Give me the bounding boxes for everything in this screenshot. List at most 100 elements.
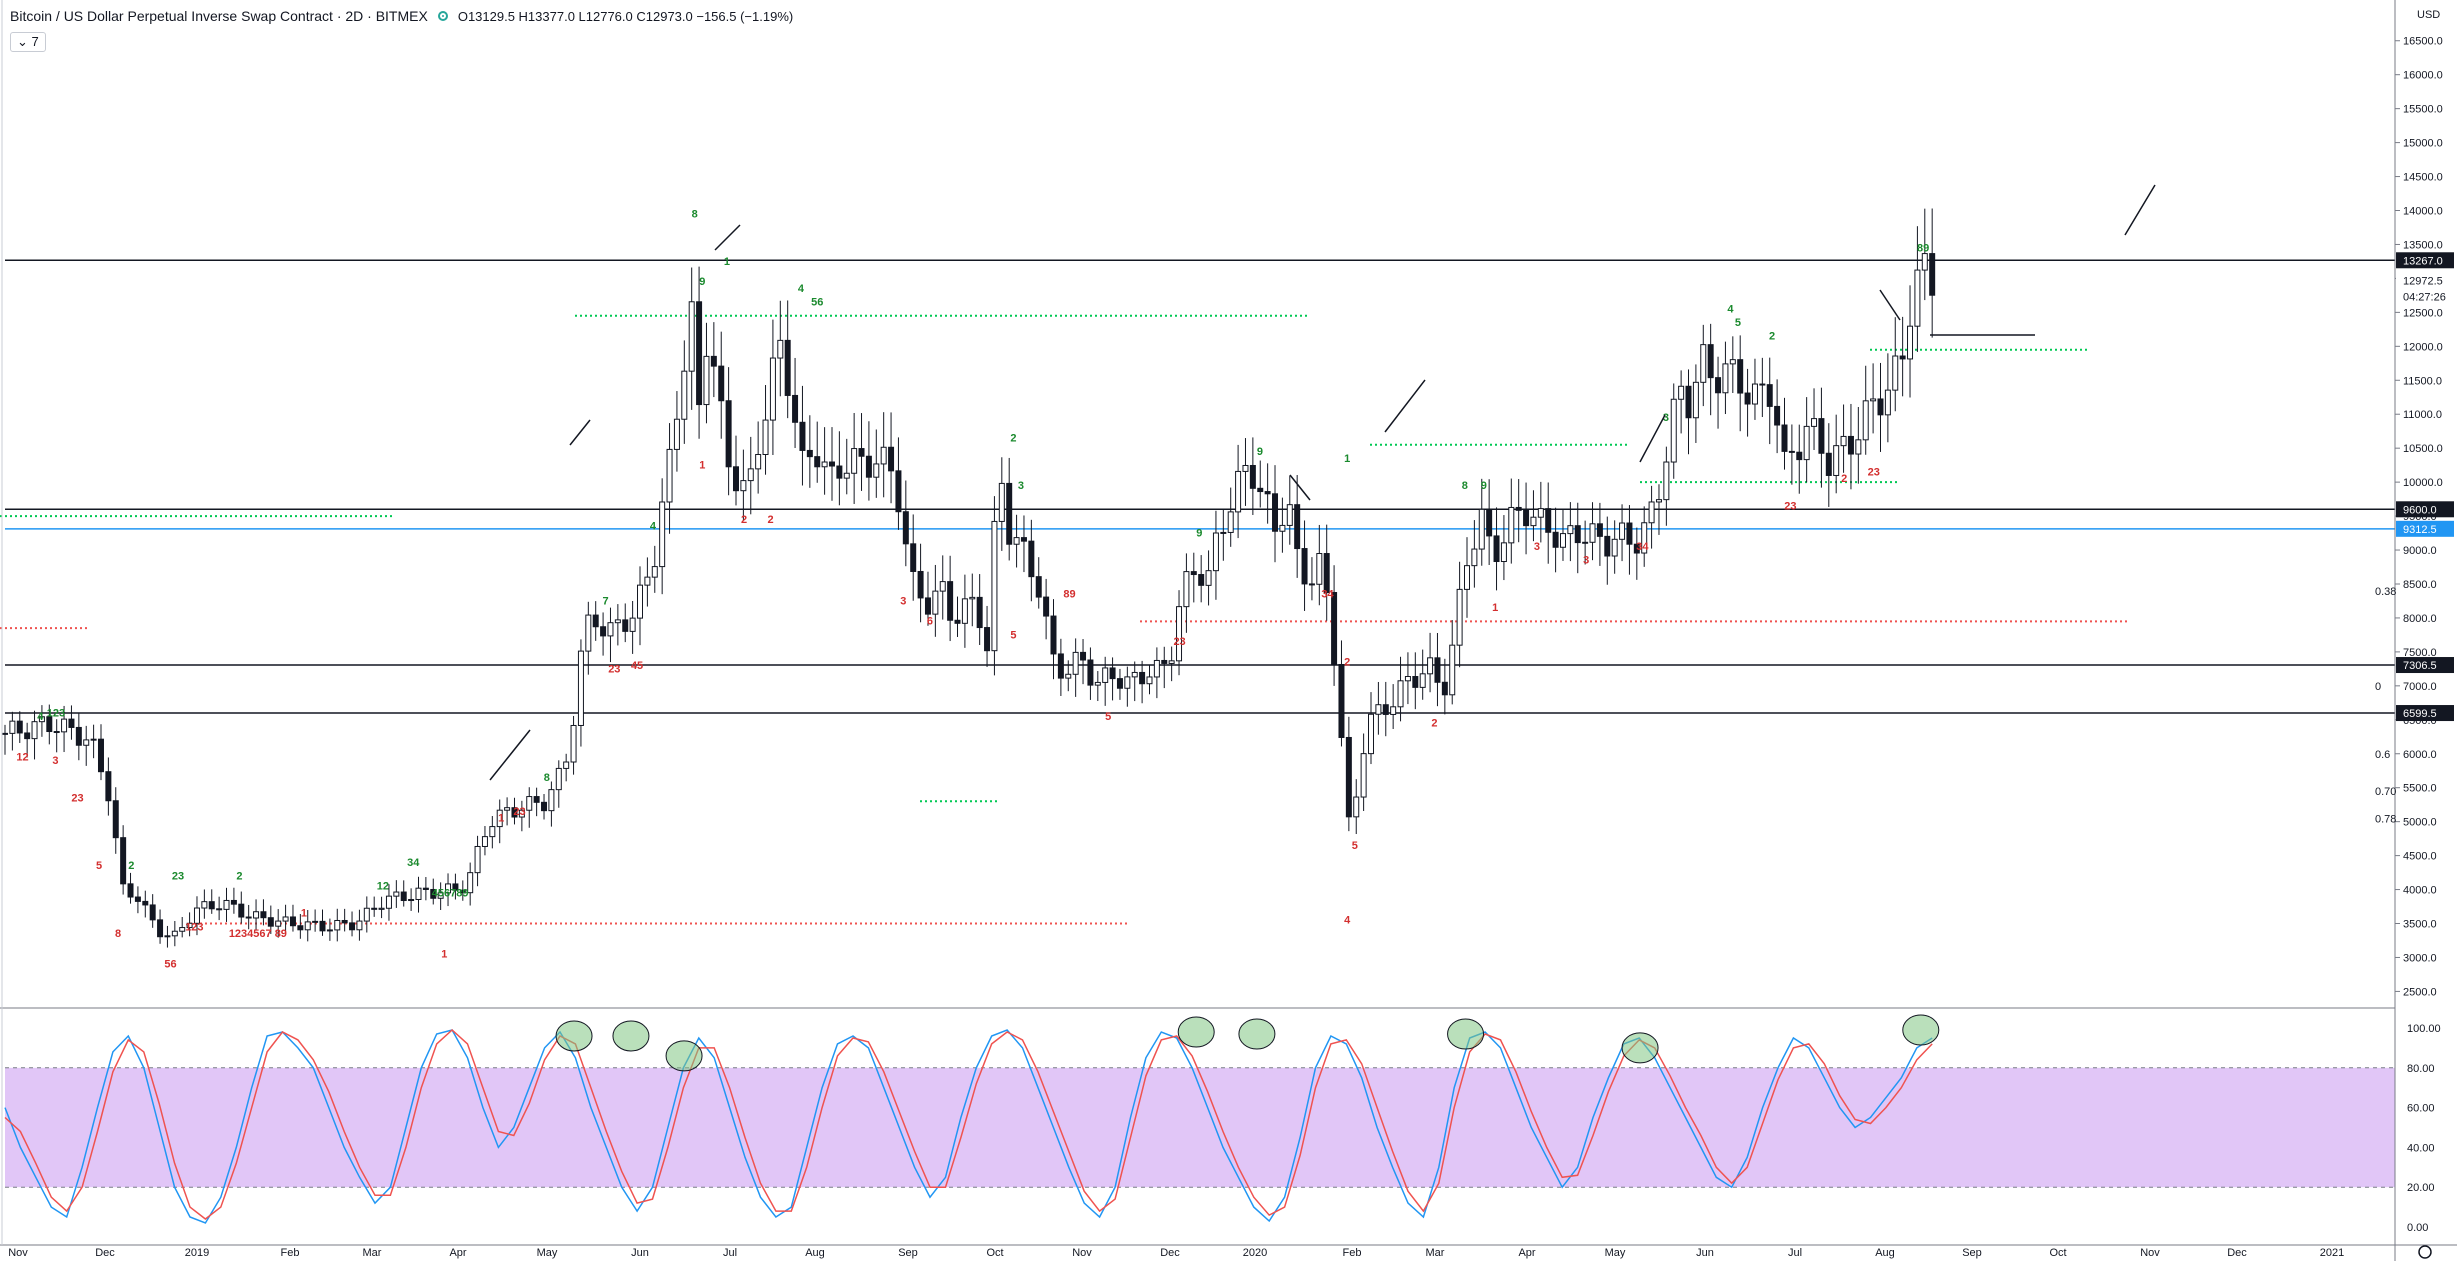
candle-body <box>932 590 939 615</box>
oscillator-pane[interactable] <box>4 1014 2395 1224</box>
candle-body <box>570 724 577 763</box>
td-count-label: 9 <box>1257 446 1263 458</box>
candle-body <box>688 301 695 372</box>
candle-body <box>1929 253 1936 296</box>
candle-body <box>762 419 769 455</box>
candle-body <box>1537 508 1544 518</box>
y-tick-label: 16000.0 <box>2403 70 2443 82</box>
td-count-label: 23 <box>1784 500 1796 512</box>
candle-body <box>481 836 488 847</box>
td-count-label: 2 <box>1431 718 1437 730</box>
candle-body <box>629 617 636 632</box>
y-tick-label: 12500.0 <box>2403 307 2443 319</box>
x-tick-label: Jul <box>723 1247 737 1259</box>
candle-body <box>1242 464 1249 472</box>
candle-body <box>600 626 607 637</box>
td-count-label: 4 <box>37 711 44 723</box>
candle-body <box>939 581 946 592</box>
candle-body <box>297 925 304 931</box>
candle-body <box>1102 667 1109 683</box>
candle-body <box>1168 660 1175 664</box>
td-count-label: 23 <box>1868 466 1880 478</box>
candle-body <box>1279 524 1286 532</box>
fib-level-label: 0 <box>2375 681 2381 693</box>
unit-label: USD <box>2417 9 2440 21</box>
td-count-label: 2 <box>1010 432 1016 444</box>
td-count-label: 89 <box>1063 589 1075 601</box>
indicators-collapse-button[interactable]: ⌄ 7 <box>10 32 46 52</box>
candle-body <box>622 619 629 632</box>
td-count-label: 5 <box>1352 840 1358 852</box>
y-tick-label: 11000.0 <box>2403 409 2442 421</box>
chart-header: Bitcoin / US Dollar Perpetual Inverse Sw… <box>10 8 793 24</box>
candle-body <box>467 872 474 894</box>
candle-body <box>1744 392 1751 405</box>
candle-body <box>245 916 252 919</box>
candle-body <box>208 901 215 910</box>
candle-body <box>1301 548 1308 585</box>
candle-body <box>53 731 60 734</box>
candle-body <box>1257 487 1264 493</box>
td-count-label: 2 <box>768 514 774 526</box>
candle-body <box>1050 615 1057 655</box>
candle-body <box>1715 377 1722 394</box>
candle-body <box>157 919 164 938</box>
td-count-label: 4 <box>1727 303 1734 315</box>
candle-body <box>895 470 902 513</box>
candle-body <box>253 911 260 919</box>
x-tick-label: Oct <box>2049 1247 2066 1259</box>
candle-body <box>504 807 511 811</box>
candle-body <box>1552 531 1559 548</box>
candle-body <box>1781 424 1788 452</box>
candle-body <box>201 901 208 909</box>
x-tick-label: Mar <box>1426 1247 1445 1259</box>
gear-icon[interactable] <box>2418 1245 2432 1259</box>
td-count-label: 3 <box>900 595 906 607</box>
candle-body <box>644 576 651 586</box>
y-tick-label: 16500.0 <box>2403 36 2443 48</box>
candle-body <box>68 718 75 728</box>
symbol-title[interactable]: Bitcoin / US Dollar Perpetual Inverse Sw… <box>10 8 428 24</box>
td-count-label: 23 <box>71 792 83 804</box>
candle-body <box>1028 540 1035 578</box>
candle-body <box>607 622 614 637</box>
candle-body <box>1397 680 1404 708</box>
candle-body <box>1619 522 1626 540</box>
td-count-label: 1 <box>699 460 705 472</box>
y-tick-label: 5000.0 <box>2403 817 2437 829</box>
fib-level-label: 0.6 <box>2375 749 2390 761</box>
osc-y-tick-label: 100.00 <box>2407 1023 2441 1035</box>
candle-body <box>1515 506 1522 511</box>
annotation-arrow <box>1639 414 1666 463</box>
td-count-label: 1 <box>441 948 447 960</box>
y-tick-label: 4000.0 <box>2403 885 2437 897</box>
candle-body <box>1500 542 1507 563</box>
candle-body <box>1353 796 1360 818</box>
candle-body <box>1663 461 1670 501</box>
candle-body <box>275 920 282 927</box>
td-count-label: 5 <box>1105 711 1111 723</box>
td-count-label: 5 <box>96 860 102 872</box>
x-tick-label: Sep <box>898 1247 918 1259</box>
td-count-label: 12 <box>377 881 389 893</box>
td-count-label: 8 <box>115 928 121 940</box>
candle-body <box>740 480 747 492</box>
candle-body <box>31 721 38 740</box>
candle-body <box>1116 678 1123 689</box>
candle-body <box>555 767 562 791</box>
candle-body <box>954 619 961 624</box>
candle-body <box>836 465 843 479</box>
td-count-label: 2 <box>741 514 747 526</box>
y-tick-label: 7000.0 <box>2403 681 2437 693</box>
candle-body <box>400 891 407 902</box>
candle-body <box>659 501 666 568</box>
candle-body <box>1825 452 1832 476</box>
td-count-label: 123 <box>47 707 65 719</box>
candle-body <box>46 716 53 733</box>
td-count-label: 34 <box>1636 541 1649 553</box>
candle-body <box>393 891 400 897</box>
